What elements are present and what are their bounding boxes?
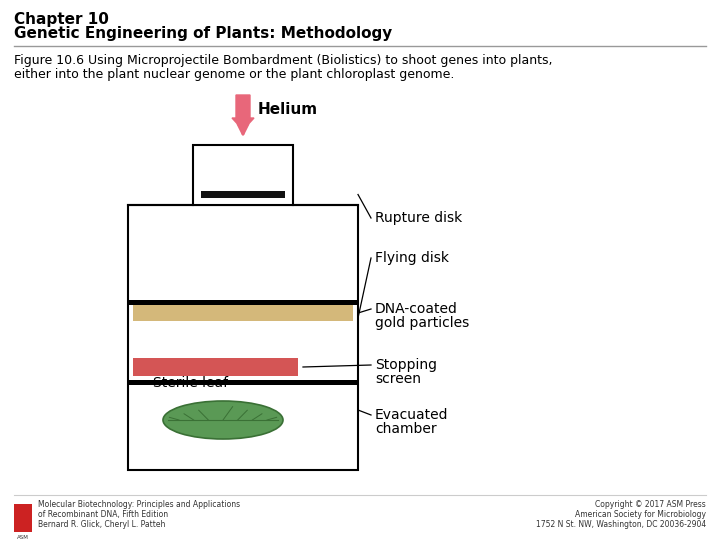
FancyArrow shape bbox=[232, 95, 254, 130]
Text: 1752 N St. NW, Washington, DC 20036-2904: 1752 N St. NW, Washington, DC 20036-2904 bbox=[536, 520, 706, 529]
Text: Helium: Helium bbox=[258, 103, 318, 118]
Text: Molecular Biotechnology: Principles and Applications: Molecular Biotechnology: Principles and … bbox=[38, 500, 240, 509]
Text: of Recombinant DNA, Fifth Edition: of Recombinant DNA, Fifth Edition bbox=[38, 510, 168, 519]
Text: Bernard R. Glick, Cheryl L. Patteh: Bernard R. Glick, Cheryl L. Patteh bbox=[38, 520, 166, 529]
Text: Genetic Engineering of Plants: Methodology: Genetic Engineering of Plants: Methodolo… bbox=[14, 26, 392, 41]
Bar bbox=[128, 205, 358, 470]
Text: Flying disk: Flying disk bbox=[375, 251, 449, 265]
Text: Copyright © 2017 ASM Press: Copyright © 2017 ASM Press bbox=[595, 500, 706, 509]
Bar bbox=[14, 504, 32, 532]
Bar bbox=[133, 305, 353, 321]
Text: chamber: chamber bbox=[375, 422, 436, 436]
Text: DNA-coated: DNA-coated bbox=[375, 302, 458, 316]
Bar bbox=[128, 380, 358, 385]
Bar bbox=[201, 191, 285, 198]
Bar bbox=[193, 145, 293, 205]
Bar bbox=[128, 300, 358, 305]
Text: gold particles: gold particles bbox=[375, 316, 469, 330]
Bar bbox=[133, 358, 298, 376]
Text: Chapter 10: Chapter 10 bbox=[14, 12, 109, 27]
Text: screen: screen bbox=[375, 372, 421, 386]
Ellipse shape bbox=[163, 401, 283, 439]
Text: Sterile leaf: Sterile leaf bbox=[153, 376, 228, 390]
Text: Figure 10.6 Using Microprojectile Bombardment (Biolistics) to shoot genes into p: Figure 10.6 Using Microprojectile Bombar… bbox=[14, 54, 552, 67]
Text: either into the plant nuclear genome or the plant chloroplast genome.: either into the plant nuclear genome or … bbox=[14, 68, 454, 81]
Text: Evacuated: Evacuated bbox=[375, 408, 449, 422]
Text: ASM
PRESS: ASM PRESS bbox=[14, 535, 32, 540]
Text: Stopping: Stopping bbox=[375, 358, 437, 372]
Text: Rupture disk: Rupture disk bbox=[375, 211, 462, 225]
Text: American Society for Microbiology: American Society for Microbiology bbox=[575, 510, 706, 519]
